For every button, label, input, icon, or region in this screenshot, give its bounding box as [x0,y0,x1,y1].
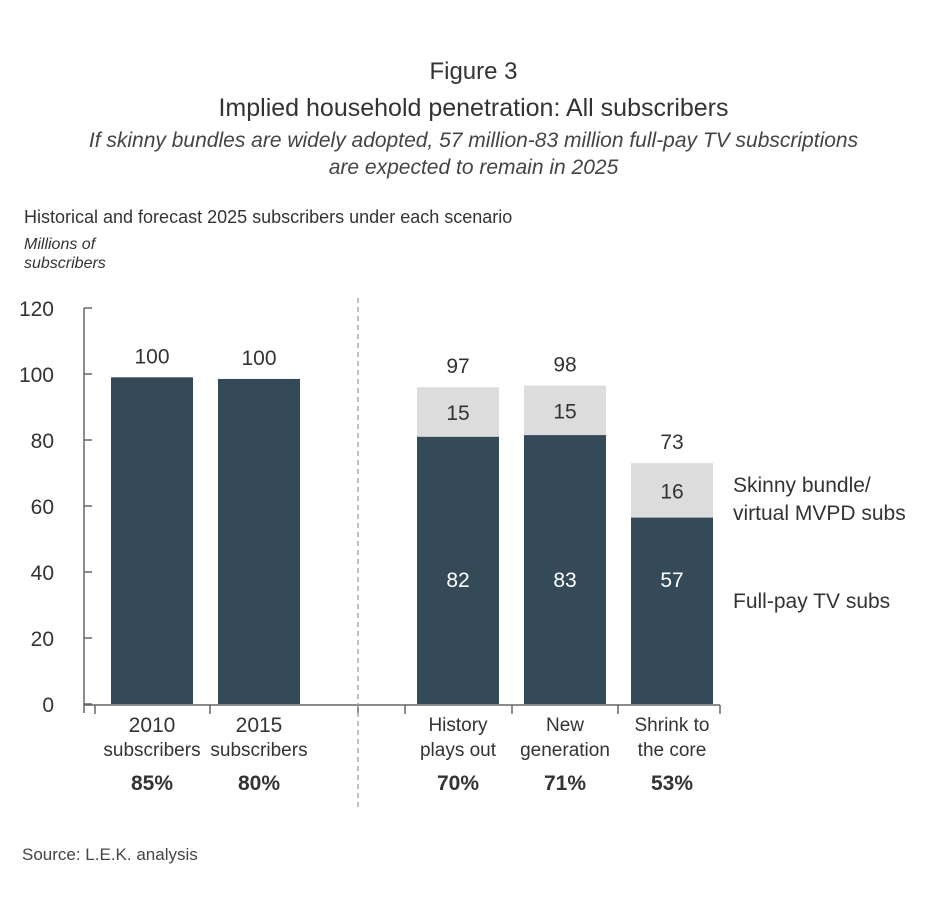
data-label-full-pay-2: 82 [446,569,469,592]
x-category-label-4-line-2: the core [638,740,707,761]
legend-full-pay: Full-pay TV subs [733,590,890,613]
ylabel-line-2: subscribers [24,255,106,272]
chart-title: Implied household penetration: All subsc… [218,94,729,122]
subtitle-line-1: If skinny bundles are widely adopted, 57… [88,129,859,152]
y-tick-label-3: 60 [31,496,54,519]
x-category-label-3-line-2: generation [520,740,610,761]
bar-full-pay-2 [417,436,499,704]
data-label-full-pay-3: 83 [553,569,576,592]
x-category-label-1-line-1: 2015 [236,714,283,737]
legend-skinny-line-2: virtual MVPD subs [733,502,906,525]
ylabel-line-1: Millions of [24,236,96,253]
y-tick-label-0: 0 [42,694,54,717]
bar-skinny-4 [631,463,713,518]
data-label-skinny-3: 15 [553,400,576,423]
penetration-label-4: 53% [651,772,693,795]
y-tick-label-5: 100 [19,364,54,387]
penetration-label-2: 70% [437,772,479,795]
bar-full-pay-4 [631,517,713,704]
bar-skinny-2 [417,387,499,437]
penetration-label-3: 71% [544,772,586,795]
bar-full-pay-1 [218,378,300,704]
data-label-total-4: 73 [660,431,683,454]
y-tick-label-4: 80 [31,430,54,453]
penetration-label-1: 80% [238,772,280,795]
bar-full-pay-0 [111,377,193,704]
data-label-total-3: 98 [553,354,576,377]
bar-skinny-3 [524,385,606,436]
data-label-skinny-4: 16 [660,480,683,503]
data-label-skinny-2: 15 [446,402,469,425]
data-label-full-pay-4: 57 [660,569,683,592]
x-category-label-3-line-1: New [546,715,584,736]
x-category-label-0-line-2: subscribers [103,740,200,761]
x-category-label-2-line-2: plays out [420,740,497,761]
data-label-total-1: 100 [241,347,276,370]
source-note: Source: L.E.K. analysis [22,845,198,864]
bar-full-pay-3 [524,435,606,704]
figure-label: Figure 3 [429,58,518,85]
x-category-label-0-line-1: 2010 [129,714,176,737]
data-label-total-2: 97 [446,355,469,378]
x-category-label-1-line-2: subscribers [210,740,307,761]
x-category-label-4-line-1: Shrink to [635,715,710,736]
legend-skinny-line-1: Skinny bundle/ [733,474,871,497]
y-tick-label-1: 20 [31,628,54,651]
data-label-total-0: 100 [134,345,169,368]
y-tick-label-2: 40 [31,562,54,585]
x-category-label-2-line-1: History [428,715,488,736]
chart-subtitle: If skinny bundles are widely adopted, 57… [20,127,927,181]
y-axis-unit-label: Millions of subscribers [24,235,184,273]
y-tick-label-6: 120 [19,298,54,321]
subtitle-line-2: are expected to remain in 2025 [328,156,619,179]
chart-caption: Historical and forecast 2025 subscribers… [24,207,513,227]
penetration-label-0: 85% [131,772,173,795]
